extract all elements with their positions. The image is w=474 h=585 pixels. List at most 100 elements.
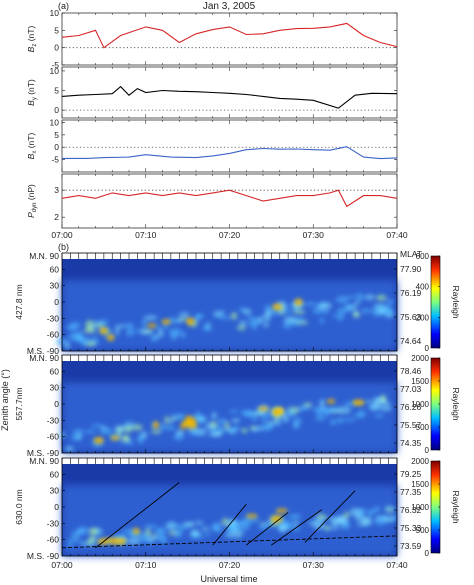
emission-patch [264, 423, 275, 429]
emission-patch [277, 526, 288, 531]
emission-patch [64, 342, 71, 350]
emission-patch [293, 309, 306, 315]
emission-patch [227, 427, 238, 433]
colorbar-tick-label: 2000 [411, 354, 429, 363]
emission-patch [71, 326, 78, 331]
peak-spot [109, 336, 113, 339]
peak-spot [150, 324, 154, 327]
emission-patch [125, 424, 132, 434]
peak-spot [102, 329, 106, 332]
emission-patch [292, 417, 302, 425]
emission-patch [276, 418, 282, 427]
peak-spot [97, 439, 101, 442]
emission-patch [353, 301, 361, 305]
emission-patch [251, 411, 265, 416]
peak-spot [250, 514, 254, 518]
peak-spot [280, 509, 284, 513]
emission-patch [231, 529, 244, 539]
ylabel-unit: (nP) [26, 184, 36, 203]
colorbar-tick-label: 2000 [411, 457, 429, 466]
x-tick-label-bottom: 07:10 [135, 560, 157, 570]
peak-spot [275, 517, 279, 521]
emission-patch [374, 413, 384, 418]
emission-patch [328, 406, 341, 412]
emission-patch [343, 417, 357, 422]
y-axis-label: Bz (nT) [26, 26, 38, 53]
colorbar-tick-label: 0 [425, 446, 430, 455]
emission-patch [335, 295, 349, 304]
colorbar-tick-label: 0 [425, 549, 430, 558]
emission-patch [358, 516, 365, 520]
emission-patch [115, 326, 120, 336]
emission-patch [125, 327, 135, 337]
emission-patch [144, 524, 157, 529]
emission-patch [72, 333, 82, 337]
emission-patch [323, 406, 328, 415]
emission-patch [202, 324, 212, 331]
mlat-label: 77.90 [400, 264, 422, 274]
emission-patch [307, 521, 317, 525]
y-tick-label: 5 [54, 130, 59, 140]
emission-patch [377, 307, 386, 315]
emission-patch [76, 434, 83, 440]
emission-patch [84, 430, 97, 434]
emission-patch [206, 322, 211, 326]
emission-patch [292, 520, 300, 526]
peak-spot [113, 436, 117, 440]
mlat-label: 75.57 [400, 420, 422, 430]
emission-patch [239, 320, 247, 326]
emission-patch [217, 418, 228, 425]
emission-patch [340, 523, 351, 530]
emission-patch [99, 427, 113, 435]
emission-patch [330, 519, 339, 526]
emission-patch [336, 417, 345, 424]
emission-patch [228, 518, 238, 527]
emission-patch [212, 310, 224, 317]
emission-patch [318, 302, 333, 310]
poleward-trace [245, 512, 289, 546]
peak-spot [120, 539, 124, 543]
emission-patch [343, 511, 350, 519]
y-tick-label: 60 [50, 366, 60, 376]
y-bottom-label: M.S. -90 [27, 346, 59, 356]
y-tick-label: 5 [54, 86, 59, 96]
ylabel-unit: (nT) [26, 26, 36, 44]
y-tick-label: -60 [47, 432, 60, 442]
hot-spots [93, 399, 365, 444]
ylabel-unit: (nT) [26, 79, 36, 97]
colorbar-tick-label: 1000 [411, 400, 429, 409]
emission-patch [375, 294, 387, 301]
emission-patch [365, 399, 372, 404]
emission-patch [352, 413, 364, 418]
mlat-label: 77.03 [400, 384, 422, 394]
emission-patch [236, 325, 247, 331]
y-tick-label: 60 [50, 264, 60, 274]
emission-patch [355, 293, 364, 302]
emission-patch [221, 517, 230, 526]
emission-patch [178, 413, 184, 420]
emission-patch [164, 415, 170, 425]
emission-patch [264, 304, 271, 312]
emission-patch [211, 411, 218, 420]
mlat-label: 73.59 [400, 541, 422, 551]
emission-patch [359, 508, 365, 517]
emission-patch [180, 331, 186, 339]
emission-patch [127, 537, 141, 545]
series-line [61, 85, 398, 109]
y-tick-label: 60 [50, 469, 60, 479]
series-line [61, 22, 398, 49]
emission-patch [124, 322, 135, 328]
y-tick-label: 2 [54, 212, 59, 222]
colorbar-tick-label: 400 [416, 283, 430, 292]
emission-patch [257, 316, 263, 323]
chart-title: Jan 3, 2005 [203, 1, 256, 12]
emission-patch [138, 533, 151, 543]
shared-zenith-ylabel: Zenith angle (°) [0, 369, 10, 431]
ylabel-subscript: dyn [32, 203, 38, 213]
colorbar-tick-label: 0 [425, 344, 430, 353]
y-tick-label: -5 [51, 60, 59, 70]
y-tick-label: 0 [54, 142, 59, 152]
mlat-label: 76.26 [400, 402, 422, 412]
emission-patch [353, 311, 361, 318]
emission-patch [381, 514, 389, 520]
